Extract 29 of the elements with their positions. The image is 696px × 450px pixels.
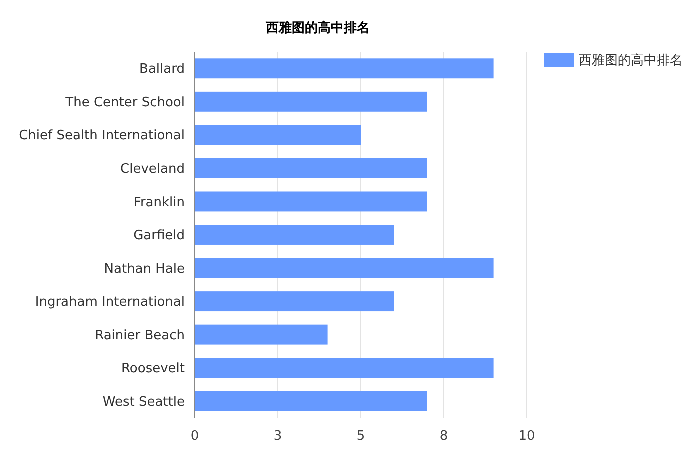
y-tick-label: West Seattle	[102, 394, 185, 410]
x-tick-label: 10	[518, 429, 536, 444]
y-tick-label: The Center School	[64, 95, 185, 110]
y-tick-label: Franklin	[134, 195, 185, 210]
bar	[195, 58, 494, 79]
legend-label: 西雅图的高中排名	[579, 52, 683, 69]
x-tick-label: 0	[190, 429, 200, 444]
y-tick-label: Ballard	[140, 62, 185, 78]
bar	[195, 192, 428, 212]
y-tick-label: Roosevelt	[121, 362, 185, 377]
x-tick-label: 8	[440, 429, 448, 444]
y-tick-label: Garfield	[134, 228, 185, 244]
x-tick-label: 3	[274, 429, 282, 444]
chart-title: 西雅图的高中排名	[265, 20, 370, 36]
y-tick-label: Nathan Hale	[104, 262, 185, 277]
bar	[195, 158, 428, 178]
x-tick-label: 5	[356, 429, 366, 444]
bar	[195, 324, 328, 345]
bar	[195, 391, 428, 412]
y-tick-label: Cleveland	[120, 162, 185, 178]
y-tick-label: Rainier Beach	[95, 328, 185, 344]
bar	[195, 358, 494, 378]
bar	[195, 225, 394, 245]
y-tick-label: Chief Sealth International	[19, 128, 185, 144]
bar	[195, 258, 494, 278]
bar	[195, 92, 428, 112]
bar	[195, 125, 361, 146]
y-tick-label: Ingraham International	[35, 295, 185, 310]
bar	[195, 292, 394, 312]
